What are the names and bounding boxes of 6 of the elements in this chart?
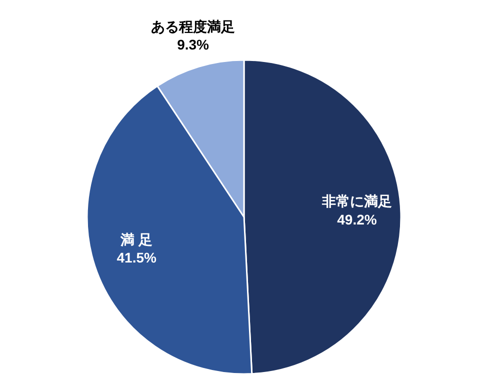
data-label: 49.2% [337,211,378,228]
slice-label: ある程度満足 [151,18,236,34]
slice-label: 満 足 [120,231,153,248]
slice-label: 非常に満足 [321,193,392,210]
data-label: 41.5% [116,249,157,266]
data-label: 9.3% [177,36,210,53]
